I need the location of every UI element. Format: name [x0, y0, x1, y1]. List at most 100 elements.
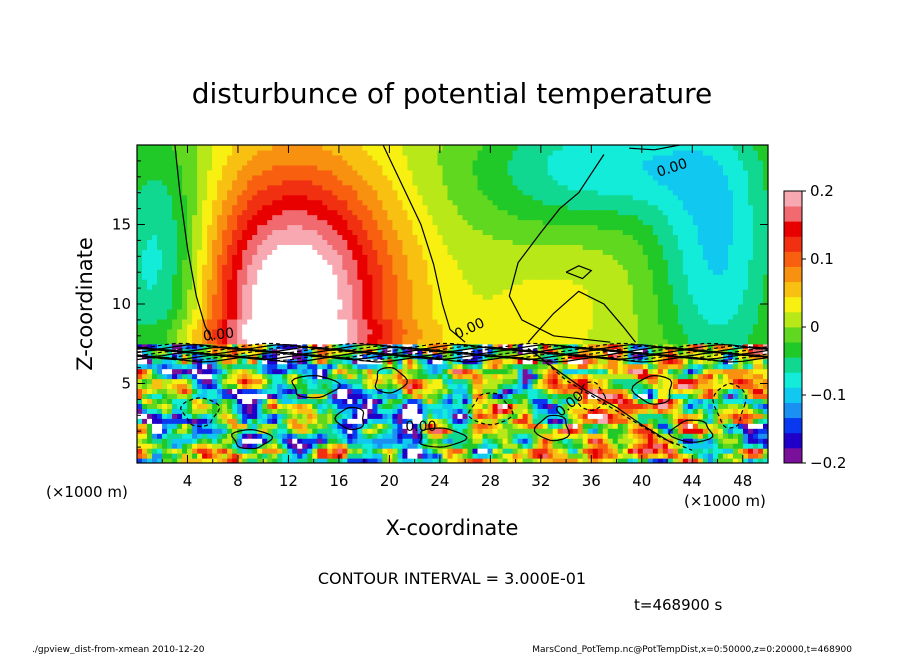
field-cell — [522, 284, 529, 290]
field-cell — [207, 443, 213, 449]
field-cell — [147, 453, 153, 459]
field-cell — [342, 313, 348, 320]
field-cell — [417, 279, 424, 285]
field-cell — [397, 428, 404, 434]
field-cell — [422, 363, 429, 370]
field-cell — [172, 378, 178, 385]
field-cell — [287, 438, 293, 444]
field-cell — [457, 338, 464, 345]
field-cell — [522, 289, 529, 295]
field-cell — [332, 413, 338, 419]
field-cell — [467, 269, 474, 275]
field-cell — [352, 284, 358, 290]
field-cell — [522, 353, 529, 360]
field-cell — [172, 448, 178, 454]
field-cell — [207, 438, 213, 444]
field-cell — [542, 448, 549, 454]
field-cell — [527, 299, 534, 305]
field-cell — [412, 338, 419, 345]
field-cell — [142, 373, 148, 380]
field-cell — [402, 398, 409, 404]
field-cell — [582, 323, 589, 330]
field-cell — [722, 418, 729, 424]
field-cell — [677, 313, 684, 320]
field-cell — [237, 279, 243, 285]
field-cell — [277, 393, 283, 400]
field-cell — [302, 299, 308, 305]
field-cell — [172, 403, 178, 409]
field-cell — [557, 443, 564, 449]
field-cell — [512, 343, 519, 350]
field-cell — [557, 343, 564, 350]
field-cell — [297, 388, 303, 395]
field-cell — [357, 308, 363, 315]
field-cell — [542, 299, 549, 305]
field-cell — [187, 304, 193, 310]
field-cell — [652, 443, 659, 449]
field-cell — [472, 328, 479, 335]
field-cell — [447, 318, 454, 325]
field-cell — [737, 318, 744, 325]
field-cell — [302, 383, 308, 390]
field-cell — [392, 289, 399, 295]
field-cell — [397, 388, 404, 395]
field-cell — [247, 269, 253, 275]
field-cell — [607, 373, 614, 380]
field-cell — [287, 373, 293, 380]
field-cell — [662, 453, 669, 459]
field-cell — [312, 428, 318, 434]
field-cell — [162, 289, 168, 295]
field-cell — [657, 438, 664, 444]
field-cell — [302, 264, 308, 270]
field-cell — [502, 294, 509, 300]
field-cell — [337, 358, 343, 365]
field-cell — [222, 313, 228, 320]
field-cell — [667, 308, 674, 315]
field-cell — [672, 294, 679, 300]
field-cell — [487, 308, 494, 315]
field-cell — [727, 279, 734, 285]
field-cell — [242, 313, 248, 320]
field-cell — [712, 393, 719, 400]
field-cell — [682, 284, 689, 290]
field-cell — [682, 443, 689, 449]
field-cell — [397, 264, 404, 270]
field-cell — [552, 373, 559, 380]
field-cell — [262, 313, 268, 320]
field-cell — [237, 294, 243, 300]
field-cell — [387, 448, 394, 454]
field-cell — [517, 333, 524, 340]
field-cell — [522, 458, 529, 463]
field-cell — [297, 403, 303, 409]
field-cell — [237, 299, 243, 305]
field-cell — [252, 418, 258, 424]
field-cell — [637, 403, 644, 409]
field-cell — [622, 403, 629, 409]
field-cell — [217, 318, 223, 325]
field-cell — [627, 318, 634, 325]
field-cell — [312, 438, 318, 444]
field-cell — [177, 418, 183, 424]
field-cell — [457, 398, 464, 404]
field-cell — [642, 423, 649, 429]
field-cell — [617, 423, 624, 429]
field-cell — [402, 443, 409, 449]
field-cell — [647, 423, 654, 429]
field-cell — [407, 438, 414, 444]
field-cell — [482, 403, 489, 409]
field-cell — [757, 284, 764, 290]
field-cell — [592, 308, 599, 315]
field-cell — [297, 383, 303, 390]
field-cell — [667, 343, 674, 350]
field-cell — [237, 363, 243, 370]
field-cell — [187, 388, 193, 395]
field-cell — [612, 358, 619, 365]
field-cell — [727, 418, 734, 424]
field-cell — [277, 269, 283, 275]
field-cell — [377, 423, 383, 429]
field-cell — [467, 304, 474, 310]
field-cell — [607, 453, 614, 459]
field-cell — [587, 368, 594, 375]
field-cell — [707, 299, 714, 305]
field-cell — [332, 304, 338, 310]
